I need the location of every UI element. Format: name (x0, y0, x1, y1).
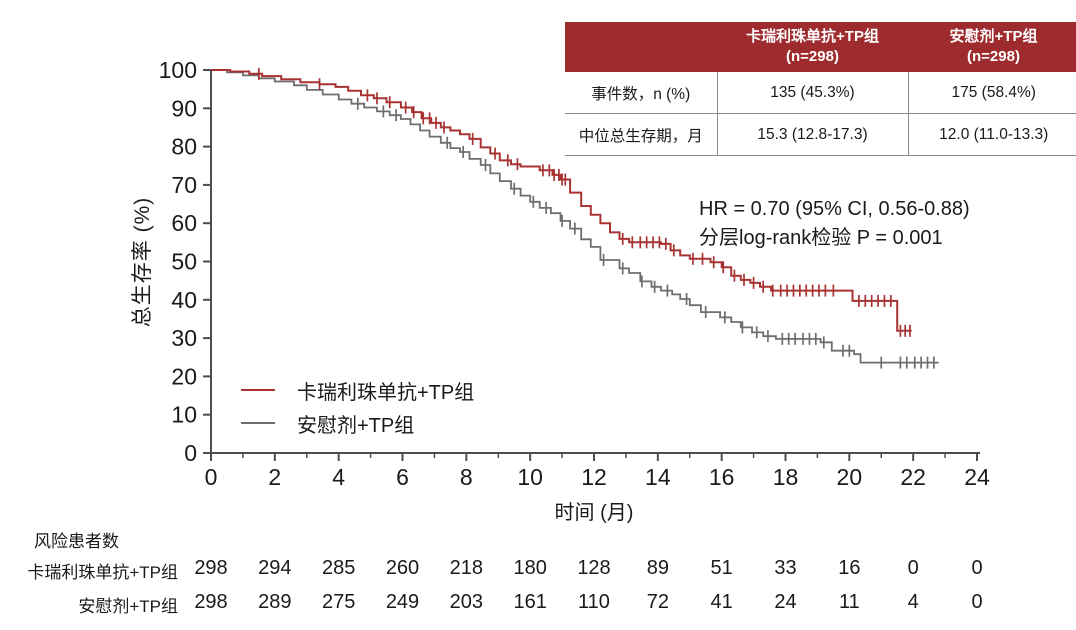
y-tick-label: 50 (171, 249, 197, 275)
events-placebo-value: 175 (58.4%) (907, 72, 1076, 114)
x-tick-label: 10 (517, 464, 543, 490)
y-tick-label: 100 (159, 57, 197, 83)
hr-value-line: HR = 0.70 (95% CI, 0.56-0.88) (699, 198, 970, 220)
events-row: 事件数，n (%) 135 (45.3%) 175 (58.4%) (565, 72, 1076, 114)
median-os-row-label: 中位总生存期，月 (565, 113, 717, 156)
summary-table-header-row: 卡瑞利珠单抗+TP组 (n=298) 安慰剂+TP组 (n=298) (565, 22, 1076, 72)
risk-count: 260 (385, 557, 420, 579)
km-curve-camrelizumab (211, 69, 912, 332)
summary-header-camrelizumab: 卡瑞利珠单抗+TP组 (n=298) (717, 22, 908, 72)
risk-count: 0 (971, 557, 983, 579)
risk-count: 4 (907, 591, 919, 613)
y-tick-label: 60 (171, 210, 197, 236)
risk-count: 218 (449, 557, 484, 579)
legend-label-camrelizumab: 卡瑞利珠单抗+TP组 (297, 381, 475, 404)
y-tick-label: 10 (171, 402, 197, 428)
risk-count: 11 (838, 591, 860, 613)
risk-count: 72 (646, 591, 669, 613)
risk-count: 294 (258, 557, 292, 579)
risk-count: 298 (194, 557, 228, 579)
x-tick-label: 14 (645, 464, 671, 490)
y-tick-label: 80 (171, 134, 197, 160)
camrelizumab-column-n: (n=298) (786, 47, 839, 65)
risk-count: 180 (513, 557, 547, 579)
x-tick-label: 16 (709, 464, 735, 490)
legend-line-red (241, 388, 275, 392)
risk-count: 128 (577, 557, 611, 579)
risk-count: 0 (907, 557, 919, 579)
risk-table-title: 风险患者数 (34, 532, 119, 551)
summary-header-placebo: 安慰剂+TP组 (n=298) (908, 22, 1076, 72)
risk-count: 24 (774, 591, 797, 613)
risk-count: 161 (513, 591, 547, 613)
summary-table: 卡瑞利珠单抗+TP组 (n=298) 安慰剂+TP组 (n=298) 事件数，n… (565, 22, 1076, 156)
risk-row-label-camrelizumab: 卡瑞利珠单抗+TP组 (27, 563, 178, 582)
hr-annotation: HR = 0.70 (95% CI, 0.56-0.88) 分层log-rank… (699, 195, 970, 253)
risk-count: 275 (321, 591, 356, 613)
y-tick-label: 20 (171, 363, 197, 389)
placebo-column-n: (n=298) (967, 47, 1020, 65)
risk-count: 285 (321, 557, 356, 579)
y-tick-label: 30 (171, 325, 197, 351)
x-tick-label: 18 (773, 464, 799, 490)
legend-line-gray (241, 421, 275, 425)
y-axis-title: 总生存率 (%) (131, 196, 154, 328)
risk-count: 89 (646, 557, 669, 579)
legend-item-placebo: 安慰剂+TP组 (241, 410, 474, 437)
x-tick-label: 2 (268, 464, 281, 490)
x-tick-label: 6 (396, 464, 409, 490)
summary-header-empty (565, 22, 717, 72)
legend: 卡瑞利珠单抗+TP组 安慰剂+TP组 (241, 377, 474, 443)
risk-count: 16 (838, 557, 861, 579)
risk-count: 203 (449, 591, 484, 613)
y-tick-label: 70 (171, 172, 197, 198)
legend-item-camrelizumab: 卡瑞利珠单抗+TP组 (241, 377, 475, 404)
x-axis-title: 时间 (月) (554, 502, 634, 524)
risk-count: 110 (578, 591, 610, 613)
placebo-column-title: 安慰剂+TP组 (949, 28, 1038, 45)
y-tick-label: 90 (171, 95, 197, 121)
events-row-label: 事件数，n (%) (565, 72, 717, 114)
pvalue-line: 分层log-rank检验 P = 0.001 (699, 227, 943, 249)
y-tick-label: 40 (171, 287, 197, 313)
median-os-row: 中位总生存期，月 15.3 (12.8-17.3) 12.0 (11.0-13.… (565, 113, 1076, 156)
risk-count: 298 (194, 591, 228, 613)
risk-count: 249 (385, 591, 420, 613)
risk-count: 51 (710, 557, 733, 579)
events-camrelizumab-value: 135 (45.3%) (716, 72, 908, 114)
risk-count: 289 (258, 591, 292, 613)
x-tick-label: 22 (900, 464, 926, 490)
x-tick-label: 0 (205, 464, 218, 490)
x-tick-label: 24 (964, 464, 990, 490)
risk-row-label-placebo: 安慰剂+TP组 (78, 597, 178, 616)
median-os-placebo-value: 12.0 (11.0-13.3) (907, 113, 1076, 156)
km-curve-placebo (211, 69, 939, 364)
x-tick-label: 8 (460, 464, 473, 490)
x-tick-label: 20 (837, 464, 863, 490)
median-os-camrelizumab-value: 15.3 (12.8-17.3) (716, 113, 908, 156)
risk-count: 0 (971, 591, 983, 613)
legend-label-placebo: 安慰剂+TP组 (297, 414, 415, 437)
y-tick-label: 0 (184, 440, 197, 466)
x-tick-label: 12 (581, 464, 607, 490)
risk-count: 33 (774, 557, 797, 579)
camrelizumab-column-title: 卡瑞利珠单抗+TP组 (746, 28, 879, 45)
x-tick-label: 4 (332, 464, 345, 490)
risk-count: 41 (710, 591, 733, 613)
